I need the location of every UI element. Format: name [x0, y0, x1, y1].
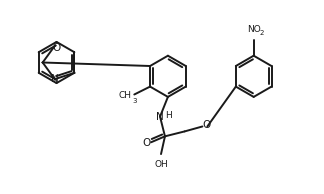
Text: N: N	[156, 112, 164, 122]
Text: CH: CH	[118, 91, 131, 100]
Text: O: O	[142, 138, 150, 148]
Text: OH: OH	[154, 160, 168, 169]
Text: H: H	[165, 111, 172, 120]
Text: N: N	[52, 74, 59, 84]
Text: O: O	[52, 43, 61, 53]
Text: 3: 3	[132, 98, 137, 104]
Text: O: O	[202, 120, 211, 131]
Text: NO: NO	[247, 25, 260, 34]
Text: 2: 2	[260, 30, 264, 36]
